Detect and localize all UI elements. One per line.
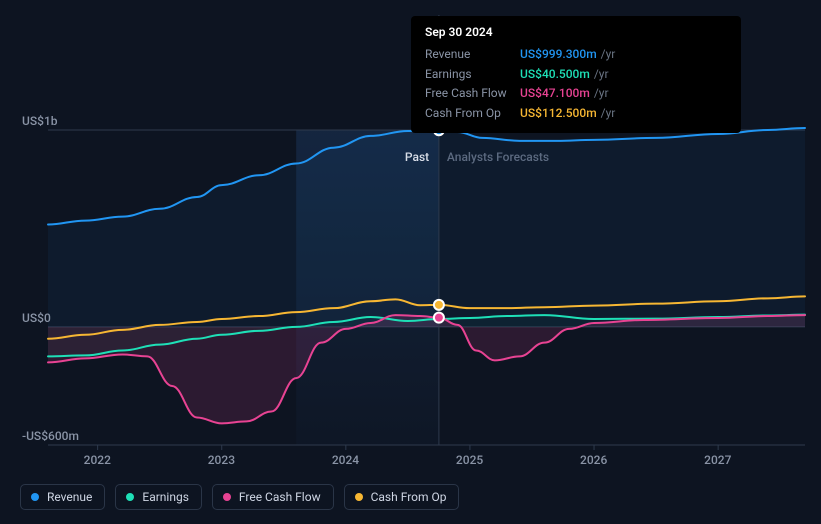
legend-item-label: Free Cash Flow [239, 490, 321, 504]
y-axis-label: -US$600m [22, 429, 79, 443]
chart-legend: Revenue Earnings Free Cash Flow Cash From O… [20, 484, 459, 510]
tooltip-row-unit: /yr [590, 67, 609, 81]
chart-tooltip: Sep 30 2024 RevenueUS$999.300m/yrEarning… [411, 16, 741, 133]
legend-item-fcf[interactable]: Free Cash Flow [212, 484, 334, 510]
x-axis-label: 2023 [208, 453, 235, 467]
y-axis-label: US$1b [22, 114, 58, 128]
tooltip-row-label: Free Cash Flow [425, 84, 520, 103]
x-axis-label: 2026 [580, 453, 607, 467]
tooltip-row-unit: /yr [597, 106, 616, 120]
tooltip-row-unit: /yr [597, 47, 616, 61]
x-axis-label: 2024 [332, 453, 359, 467]
tooltip-row-label: Revenue [425, 45, 520, 64]
tooltip-table: RevenueUS$999.300m/yrEarningsUS$40.500m/… [425, 45, 727, 123]
tooltip-row-unit: /yr [590, 86, 609, 100]
tooltip-row-value: US$40.500m [520, 67, 590, 81]
legend-dot-icon [126, 493, 134, 501]
legend-item-cash_from_op[interactable]: Cash From Op [344, 484, 460, 510]
tooltip-row-label: Earnings [425, 65, 520, 84]
past-label: Past [405, 150, 429, 164]
tooltip-date: Sep 30 2024 [425, 24, 727, 41]
tooltip-row-value: US$112.500m [520, 106, 597, 120]
legend-item-label: Revenue [47, 490, 92, 504]
x-axis-label: 2027 [704, 453, 731, 467]
y-axis-label: US$0 [22, 311, 51, 325]
legend-dot-icon [223, 493, 231, 501]
forecast-label: Analysts Forecasts [447, 150, 549, 164]
x-axis-label: 2022 [84, 453, 111, 467]
tooltip-row: EarningsUS$40.500m/yr [425, 65, 727, 84]
financials-chart: Sep 30 2024 RevenueUS$999.300m/yrEarning… [0, 0, 821, 524]
legend-item-label: Cash From Op [371, 490, 447, 504]
legend-item-label: Earnings [142, 490, 189, 504]
tooltip-row-value: US$47.100m [520, 86, 590, 100]
legend-dot-icon [31, 493, 39, 501]
legend-dot-icon [355, 493, 363, 501]
tooltip-row-value: US$999.300m [520, 47, 597, 61]
legend-item-revenue[interactable]: Revenue [20, 484, 105, 510]
legend-item-earnings[interactable]: Earnings [115, 484, 202, 510]
tooltip-row: Cash From OpUS$112.500m/yr [425, 104, 727, 123]
x-axis-label: 2025 [456, 453, 483, 467]
tooltip-row: RevenueUS$999.300m/yr [425, 45, 727, 64]
tooltip-row-label: Cash From Op [425, 104, 520, 123]
tooltip-row: Free Cash FlowUS$47.100m/yr [425, 84, 727, 103]
